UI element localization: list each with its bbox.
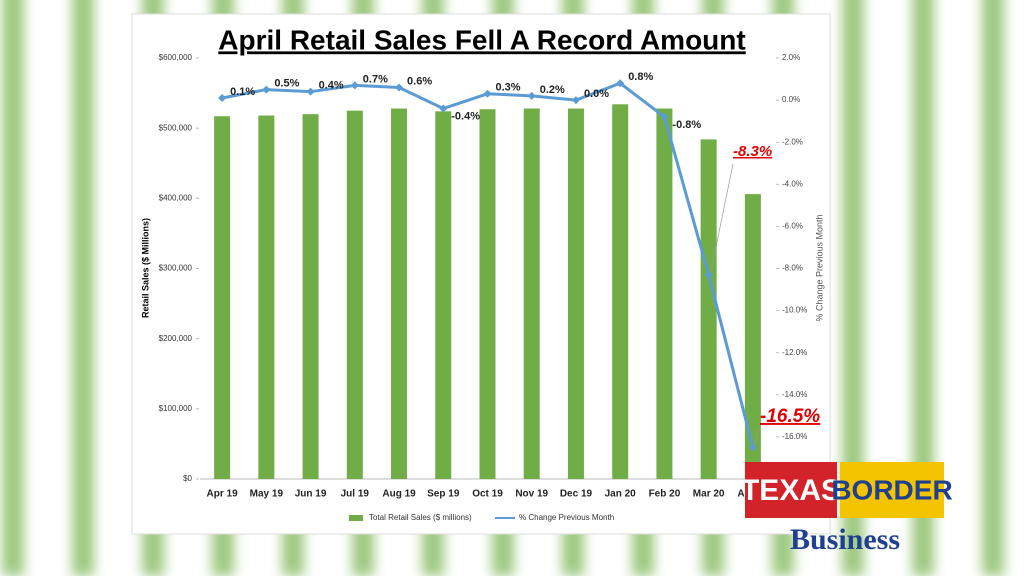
x-tick-label: Jan 20 [605, 489, 637, 500]
line-marker [483, 89, 492, 98]
line-marker [350, 81, 359, 90]
data-label: -0.4% [451, 110, 480, 122]
y2-tick-label: -4.0% [782, 179, 803, 188]
label-leader [754, 428, 759, 446]
logo: TEXAS BORDER Business [741, 462, 953, 556]
line-marker [527, 91, 536, 100]
data-label: -8.3% [733, 143, 772, 160]
x-tick-label: Nov 19 [515, 489, 548, 500]
chart-title: April Retail Sales Fell A Record Amount [218, 24, 745, 55]
bar [258, 115, 275, 479]
line-marker [306, 87, 315, 96]
y2-tick-label: 2.0% [782, 53, 800, 62]
y2-tick-label: 0.0% [782, 95, 800, 104]
label-leader [710, 163, 734, 273]
x-tick-label: May 19 [250, 489, 284, 500]
y2-tick-label: -12.0% [782, 348, 807, 357]
y2-tick-label: -14.0% [782, 390, 807, 399]
y-tick-label: $600,000 [159, 53, 193, 62]
y-tick-label: $500,000 [159, 123, 193, 132]
x-tick-label: Sep 19 [427, 489, 460, 500]
data-label: 0.5% [274, 77, 299, 89]
logo-text: BORDER [831, 474, 952, 505]
y2-axis-label: % Change Previous Month [814, 214, 824, 321]
line-marker [616, 79, 625, 88]
y-tick-label: $200,000 [159, 334, 193, 343]
y2-tick-label: -6.0% [782, 222, 803, 231]
bar [435, 111, 452, 480]
line-marker [262, 85, 271, 94]
data-label: 0.6% [407, 75, 432, 87]
bar [656, 108, 673, 480]
x-tick-label: Oct 19 [472, 489, 503, 500]
bar [523, 108, 540, 480]
x-tick-label: Feb 20 [649, 489, 681, 500]
bar [302, 114, 319, 479]
y-tick-label: $300,000 [159, 264, 193, 273]
logo-box-yellow [840, 462, 944, 518]
x-tick-label: Apr 19 [207, 489, 239, 500]
bar [391, 108, 408, 480]
x-tick-label: Mar 20 [693, 489, 725, 500]
data-label: 0.1% [230, 86, 255, 98]
legend-swatch [349, 515, 363, 521]
y2-tick-label: -2.0% [782, 137, 803, 146]
x-tick-label: Jun 19 [295, 489, 327, 500]
y2-tick-label: -10.0% [782, 306, 807, 315]
legend-label: % Change Previous Month [519, 513, 614, 522]
x-tick-label: Aug 19 [382, 489, 416, 500]
y-tick-label: $400,000 [159, 193, 193, 202]
y2-tick-label: -8.0% [782, 264, 803, 273]
legend-label: Total Retail Sales ($ millions) [369, 513, 472, 522]
data-label: 0.4% [319, 80, 344, 92]
logo-text: Business [790, 523, 900, 556]
line-marker [218, 93, 227, 102]
line-marker [439, 104, 448, 113]
y-axis-label: Retail Sales ($ Millions) [140, 218, 150, 318]
bar [700, 139, 717, 480]
bar [612, 104, 629, 479]
bar [214, 116, 231, 479]
y-tick-label: $0 [183, 474, 192, 483]
data-label: -0.8% [672, 119, 701, 131]
logo-text: TEXAS [741, 474, 841, 507]
line-marker [571, 96, 580, 105]
data-label: 0.3% [496, 82, 521, 94]
data-label: 0.0% [584, 88, 609, 100]
data-label: 0.2% [540, 84, 565, 96]
y-tick-label: $100,000 [159, 404, 193, 413]
data-label: 0.7% [363, 73, 388, 85]
line-marker [395, 83, 404, 92]
bar [567, 108, 584, 480]
bar [744, 194, 761, 479]
y2-tick-label: -16.0% [782, 432, 807, 441]
bar [479, 109, 496, 479]
x-tick-label: Dec 19 [560, 489, 593, 500]
data-label: 0.8% [628, 71, 653, 83]
x-tick-label: Jul 19 [341, 489, 370, 500]
data-label: -16.5% [760, 406, 820, 427]
bar [346, 110, 363, 479]
chart: April Retail Sales Fell A Record Amount … [131, 13, 953, 556]
line-marker [660, 112, 669, 121]
logo-box-red [745, 462, 837, 518]
